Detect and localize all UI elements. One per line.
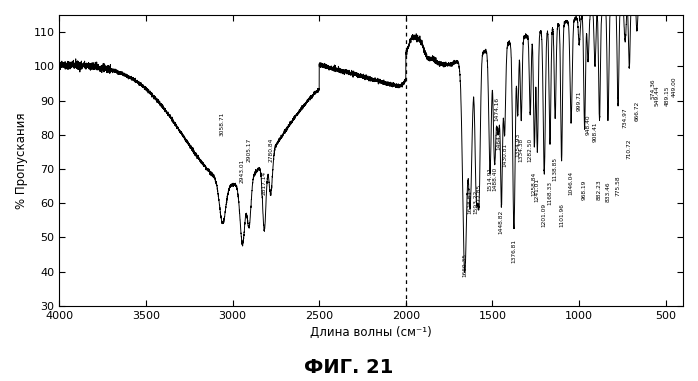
Text: 1168.33: 1168.33 [547,181,552,205]
Text: 1474.16: 1474.16 [494,97,500,121]
Text: ФИГ. 21: ФИГ. 21 [304,358,394,377]
Text: 1101.96: 1101.96 [559,203,564,227]
Text: 948.40: 948.40 [586,114,591,135]
Text: 710.72: 710.72 [627,138,632,159]
Text: 666.72: 666.72 [634,101,639,121]
Text: 999.71: 999.71 [577,90,581,111]
Text: 1138.85: 1138.85 [553,157,558,181]
Text: 2780.84: 2780.84 [268,138,273,162]
Text: 1628.81: 1628.81 [468,189,473,213]
Text: 1282.50: 1282.50 [528,138,533,162]
Text: 2943.01: 2943.01 [240,158,245,183]
Text: 1448.82: 1448.82 [499,210,504,234]
Text: 908.41: 908.41 [593,121,597,142]
Text: 1464.93: 1464.93 [496,126,501,150]
Text: 449.00: 449.00 [672,77,677,97]
Text: 1241.01: 1241.01 [535,178,540,202]
Text: 1334.38: 1334.38 [519,138,524,162]
Y-axis label: % Пропускания: % Пропускания [15,112,28,209]
Text: 1430.81: 1430.81 [502,143,507,167]
Text: 775.58: 775.58 [616,176,621,196]
Text: 833.46: 833.46 [605,181,611,202]
X-axis label: Длина волны (см⁻¹): Длина волны (см⁻¹) [311,327,432,339]
Text: 1201.09: 1201.09 [542,203,547,227]
Text: 1514.91: 1514.91 [487,167,492,191]
Text: 1376.81: 1376.81 [512,239,517,263]
Text: 1593.22: 1593.22 [474,189,479,213]
Text: 574.36: 574.36 [651,78,655,99]
Text: 1660.35: 1660.35 [462,253,467,277]
Text: 1577.85: 1577.85 [477,184,482,208]
Text: 1488.40: 1488.40 [492,167,497,191]
Text: 549.44: 549.44 [655,85,660,106]
Text: 882.23: 882.23 [597,179,602,200]
Text: 734.97: 734.97 [623,107,628,128]
Text: 3058.71: 3058.71 [220,112,225,136]
Text: 1354.93: 1354.93 [515,133,520,157]
Text: 1258.84: 1258.84 [532,172,537,196]
Text: 968.19: 968.19 [582,179,587,200]
Text: 2817.14: 2817.14 [262,171,267,195]
Text: 489.15: 489.15 [665,85,670,106]
Text: 1046.04: 1046.04 [569,171,574,195]
Text: 2905.17: 2905.17 [246,138,251,162]
